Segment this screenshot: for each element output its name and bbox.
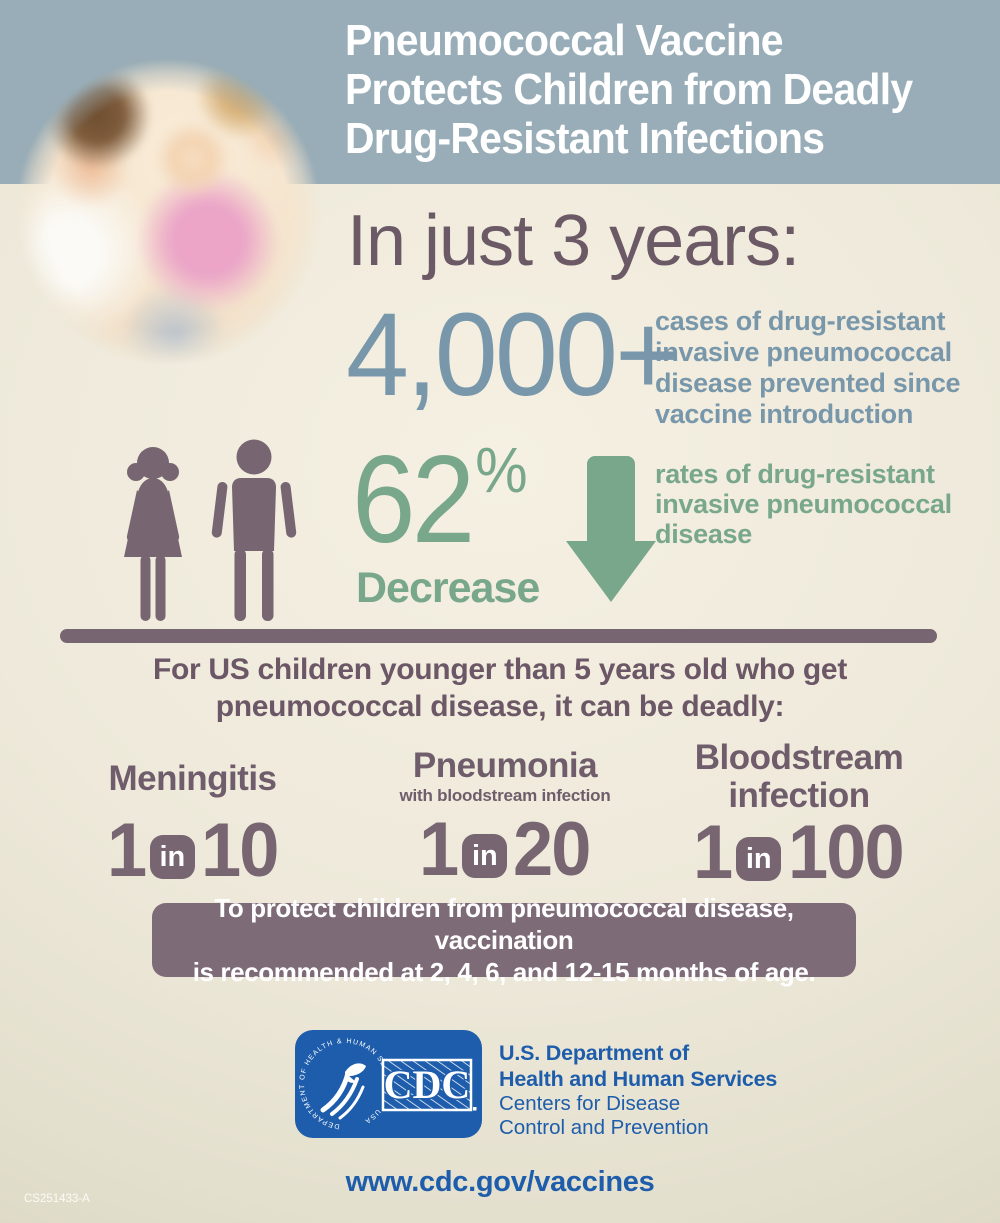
- ratio-denominator: 10: [200, 808, 279, 893]
- title-line-1: Pneumococcal Vaccine: [345, 16, 783, 65]
- cases-description-line: vaccine introduction: [655, 399, 914, 429]
- ratio-pneumonia: 1 in 20: [372, 807, 638, 892]
- intro-heading: In just 3 years:: [347, 201, 800, 281]
- ratio-numerator: 1: [692, 810, 733, 895]
- cdc-logo-art: DEPARTMENT OF HEALTH & HUMAN SERVICES · …: [299, 1038, 477, 1130]
- ratio-meningitis: 1 in 10: [60, 808, 325, 893]
- dept-line-1: U.S. Department of: [499, 1041, 689, 1065]
- cases-description-line: invasive pneumococcal: [655, 337, 952, 367]
- in-badge: in: [462, 834, 508, 878]
- cdc-logo: DEPARTMENT OF HEALTH & HUMAN SERVICES · …: [295, 1030, 482, 1138]
- cdc-acronym: CDC: [384, 1062, 471, 1107]
- infographic-title: Pneumococcal Vaccine Protects Children f…: [345, 16, 913, 163]
- percent-sign: %: [475, 434, 528, 506]
- decrease-number: 62: [352, 431, 475, 569]
- banner-line-1: To protect children from pneumococcal di…: [214, 893, 794, 955]
- decrease-description-line: invasive pneumococcal: [655, 489, 952, 519]
- cases-description-line: cases of drug-resistant: [655, 306, 946, 336]
- ratio-bloodstream: 1 in 100: [665, 810, 933, 895]
- recommendation-banner: To protect children from pneumococcal di…: [152, 893, 856, 987]
- dept-line-4: Control and Prevention: [499, 1115, 709, 1139]
- ratio-denominator: 100: [788, 810, 905, 895]
- woman-silhouette-icon: [124, 447, 182, 621]
- dept-line-2: Health and Human Services: [499, 1066, 778, 1091]
- condition-name: Meningitis: [108, 759, 277, 798]
- decrease-description-line: disease: [655, 519, 752, 549]
- cases-count: 4,000+: [346, 289, 681, 421]
- stat-column-pneumonia: Pneumonia with bloodstream infection 1 i…: [372, 746, 638, 892]
- agency-name-block: U.S. Department of Health and Human Serv…: [499, 1041, 777, 1139]
- decrease-description-line: rates of drug-resistant: [655, 459, 935, 489]
- condition-name: Pneumonia: [412, 746, 598, 785]
- in-badge: in: [149, 835, 195, 879]
- hhs-eagle-icon: [320, 1063, 366, 1120]
- section-divider: [60, 629, 937, 643]
- stat-column-bloodstream: Bloodstream infection 1 in 100: [665, 738, 933, 895]
- stat-column-meningitis: Meningitis 1 in 10: [60, 759, 325, 893]
- condition-name-line-2: infection: [728, 776, 870, 815]
- decrease-description: rates of drug-resistant invasive pneumoc…: [655, 459, 952, 549]
- deadly-section-heading: For US children younger than 5 years old…: [0, 651, 1000, 725]
- title-line-3: Drug-Resistant Infections: [345, 114, 825, 163]
- decrease-label: Decrease: [356, 564, 540, 612]
- cdc-letters-box: CDC: [381, 1058, 477, 1112]
- ratio-numerator: 1: [419, 807, 459, 892]
- title-line-2: Protects Children from Deadly: [345, 65, 913, 114]
- vaccines-url-link[interactable]: www.cdc.gov/vaccines: [345, 1166, 655, 1198]
- doctor-baby-photo: [14, 56, 322, 368]
- decrease-percent: 62%: [352, 438, 528, 562]
- cases-description-line: disease prevented since: [655, 368, 961, 398]
- condition-subtitle: with bloodstream infection: [399, 786, 611, 805]
- deadly-heading-line-2: pneumococcal disease, it can be deadly:: [215, 690, 785, 723]
- cases-description: cases of drug-resistant invasive pneumoc…: [655, 306, 961, 430]
- cdc-period-dot: [473, 1107, 477, 1111]
- dept-line-3: Centers for Disease: [499, 1092, 681, 1115]
- deadly-heading-line-1: For US children younger than 5 years old…: [152, 653, 848, 686]
- ratio-denominator: 20: [513, 807, 591, 892]
- in-badge: in: [736, 837, 782, 881]
- down-arrow-icon: [566, 456, 656, 602]
- banner-line-2: is recommended at 2, 4, 6, and 12-15 mon…: [192, 957, 816, 987]
- document-id: CS251433-A: [24, 1193, 90, 1205]
- man-silhouette-icon: [211, 439, 297, 621]
- condition-name: Bloodstream: [694, 738, 904, 777]
- ratio-numerator: 1: [106, 808, 147, 893]
